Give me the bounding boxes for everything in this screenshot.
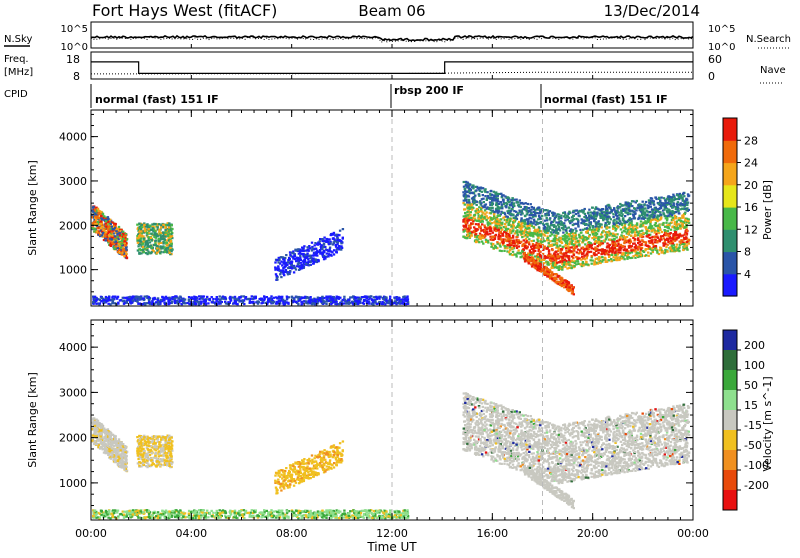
colorbar-tick-label: 20: [744, 179, 758, 192]
cpid-segment-3: normal (fast) 151 IF: [544, 93, 668, 106]
nave-label: Nave: [760, 65, 786, 76]
y-tick-label: 2000: [59, 432, 87, 445]
cpid-row: CPID normal (fast) 151 IF rbsp 200 IF no…: [4, 84, 668, 108]
colorbar-swatch: [723, 390, 737, 411]
colorbar-swatch: [723, 490, 737, 511]
colorbar-swatch: [723, 330, 737, 351]
y-tick-label: 4000: [59, 131, 87, 144]
y-tick-label: 2000: [59, 219, 87, 232]
colorbar-tick-label: 16: [744, 201, 758, 214]
time-tick-label: 00:00: [677, 527, 709, 540]
colorbar-swatch: [723, 410, 737, 431]
freq-left-tick-top: 18: [66, 53, 80, 66]
power-ylabel: Slant Range [km]: [26, 160, 39, 256]
velocity-colorbar-label: Velocity [m s^-1]: [761, 376, 774, 471]
time-tick-label: 20:00: [577, 527, 609, 540]
colorbar-tick-label: 50: [744, 379, 758, 392]
noise-left-label: N.Sky: [4, 34, 32, 45]
colorbar-swatch: [723, 450, 737, 471]
colorbar-swatch: [723, 274, 737, 297]
colorbar-swatch: [723, 470, 737, 491]
colorbar-swatch: [723, 118, 737, 141]
colorbar-tick-label: -200: [744, 479, 769, 492]
colorbar-tick-label: 24: [744, 157, 758, 170]
time-tick-label: 12:00: [376, 527, 408, 540]
noise-trace: [91, 36, 693, 41]
colorbar-swatch: [723, 370, 737, 391]
noise-right-label: N.Search: [746, 34, 791, 45]
colorbar-tick-label: 8: [744, 246, 751, 259]
colorbar-swatch: [723, 350, 737, 371]
time-tick-label: 00:00: [75, 527, 107, 540]
y-tick-label: 1000: [59, 477, 87, 490]
colorbar-swatch: [723, 252, 737, 275]
y-tick-label: 4000: [59, 341, 87, 354]
y-tick-label: 1000: [59, 264, 87, 277]
cpid-segment-2: rbsp 200 IF: [394, 84, 464, 97]
power-colorbar-label: Power [dB]: [761, 180, 774, 240]
cpid-segment-1: normal (fast) 151 IF: [95, 93, 219, 106]
time-tick-label: 04:00: [175, 527, 207, 540]
velocity-ylabel: Slant Range [km]: [26, 372, 39, 468]
noise-left-tick-top: 10^5: [61, 24, 88, 35]
noise-right-tick-top: 10^5: [708, 24, 735, 35]
colorbar-swatch: [723, 229, 737, 252]
colorbar-tick-label: 100: [744, 359, 765, 372]
colorbar-tick-label: 28: [744, 134, 758, 147]
date-label: 13/Dec/2014: [604, 2, 700, 20]
y-tick-label: 3000: [59, 175, 87, 188]
colorbar-tick-label: 12: [744, 223, 758, 236]
colorbar-swatch: [723, 430, 737, 451]
power-colorbar: 4 8 12 16 20 24 28: [723, 118, 758, 297]
beam-label: Beam 06: [358, 2, 425, 20]
colorbar-swatch: [723, 163, 737, 186]
colorbar-swatch: [723, 185, 737, 208]
freq-left-label-1: Freq.: [4, 54, 29, 65]
freq-left-label-2: [MHz]: [4, 67, 33, 78]
colorbar-swatch: [723, 207, 737, 230]
plot-title: Fort Hays West (fitACF): [92, 1, 277, 20]
noise-right-tick-bottom: 10^0: [708, 42, 735, 53]
colorbar-tick-label: -15: [744, 419, 762, 432]
power-panel: 1000 2000 3000 4000 Slant Range [km]: [26, 110, 693, 306]
colorbar-swatch: [723, 140, 737, 163]
velocity-panel: 1000 2000 3000 4000 Slant Range [km]: [26, 320, 693, 520]
freq-right-tick-top: 60: [708, 53, 722, 66]
freq-right-tick-bottom: 0: [708, 70, 715, 83]
colorbar-tick-label: 200: [744, 339, 765, 352]
noise-panel: N.Sky 10^5 10^0 10^5 10^0 N.Search: [4, 22, 791, 53]
y-tick-label: 3000: [59, 386, 87, 399]
time-axis-label: Time UT: [366, 540, 417, 554]
noise-left-tick-bottom: 10^0: [61, 42, 88, 53]
time-tick-label: 16:00: [476, 527, 508, 540]
time-tick-label: 08:00: [276, 527, 308, 540]
freq-left-tick-bottom: 8: [73, 70, 80, 83]
frequency-panel: Freq. [MHz] 18 8 60 0 Nave: [4, 52, 786, 83]
cpid-label: CPID: [4, 89, 28, 100]
frequency-trace: [91, 62, 693, 74]
colorbar-tick-label: 4: [744, 268, 751, 281]
colorbar-tick-label: 15: [744, 399, 758, 412]
colorbar-tick-label: -50: [744, 439, 762, 452]
